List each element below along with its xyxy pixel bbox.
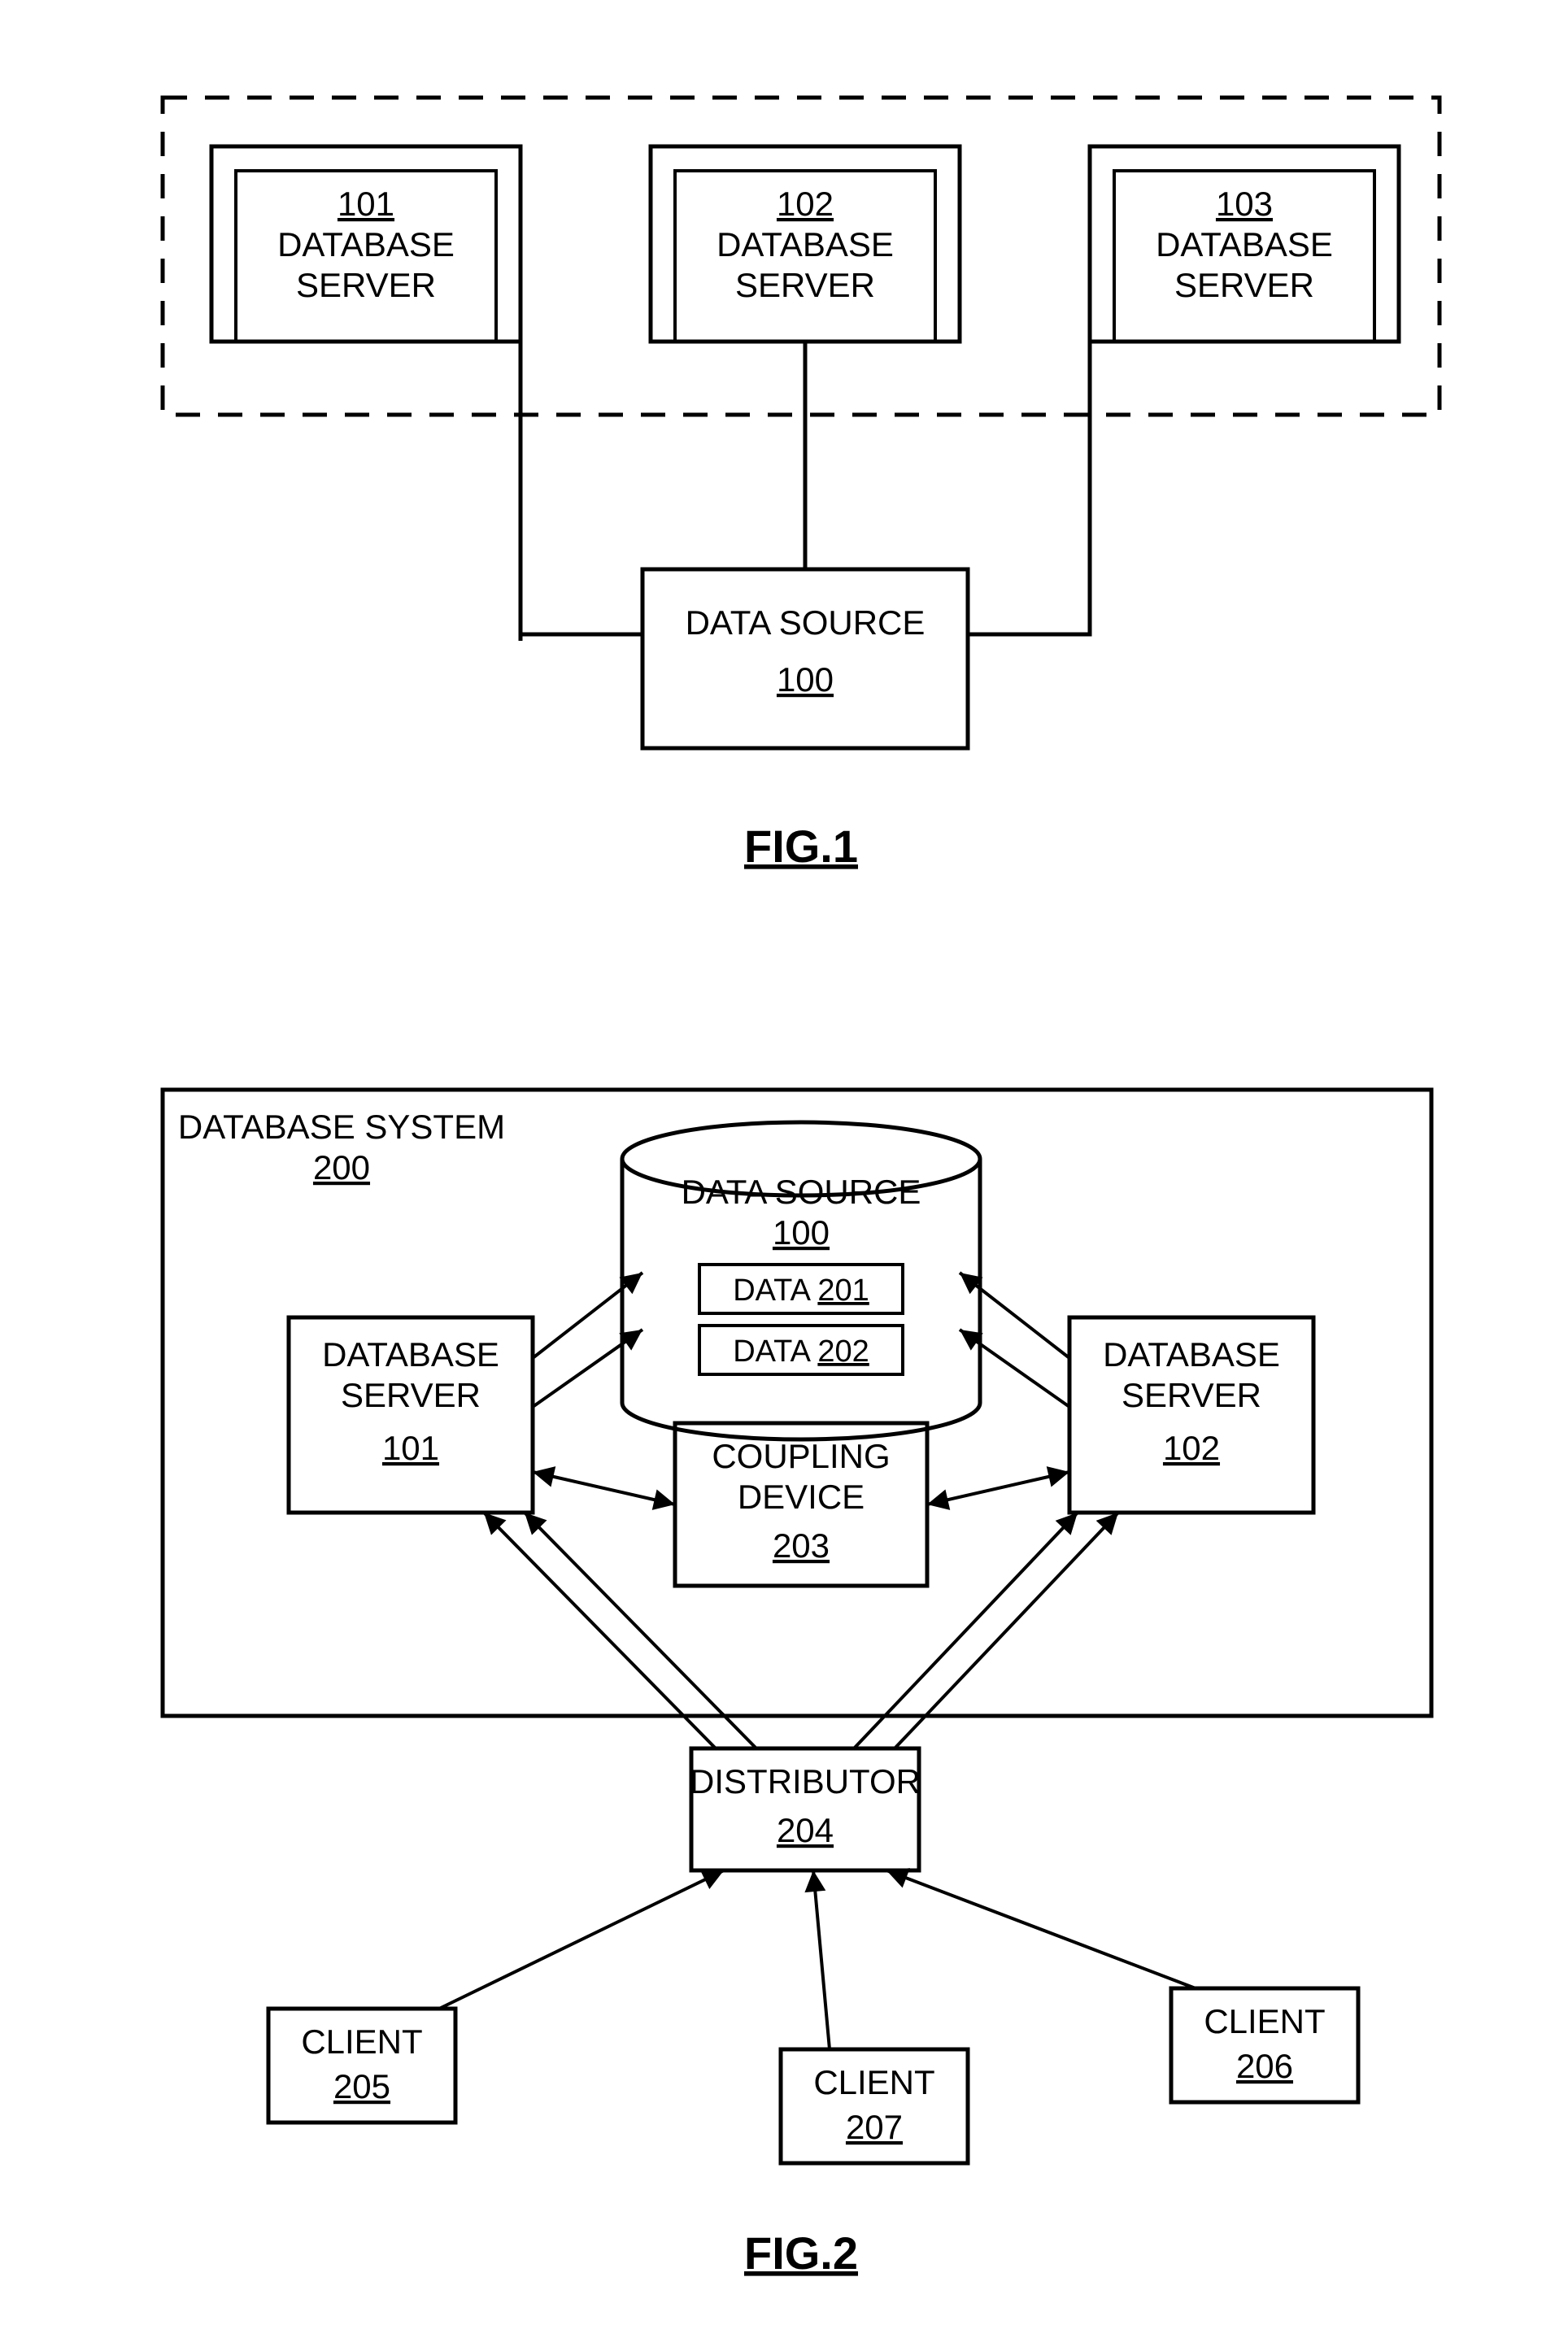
- svg-text:100: 100: [777, 660, 834, 699]
- svg-text:206: 206: [1236, 2047, 1293, 2085]
- svg-text:DATABASE: DATABASE: [277, 225, 455, 263]
- svg-text:103: 103: [1216, 185, 1273, 223]
- svg-text:203: 203: [773, 1526, 830, 1565]
- svg-text:DATABASE: DATABASE: [1156, 225, 1333, 263]
- svg-text:DATABASE: DATABASE: [322, 1335, 499, 1374]
- svg-text:101: 101: [382, 1429, 439, 1467]
- svg-text:DATA 202: DATA 202: [733, 1334, 869, 1369]
- svg-text:DATABASE: DATABASE: [716, 225, 894, 263]
- svg-text:SERVER: SERVER: [296, 266, 436, 304]
- svg-text:FIG.1: FIG.1: [744, 821, 858, 872]
- svg-text:102: 102: [1163, 1429, 1220, 1467]
- svg-text:204: 204: [777, 1811, 834, 1849]
- svg-text:SERVER: SERVER: [1122, 1376, 1261, 1414]
- svg-text:SERVER: SERVER: [1174, 266, 1314, 304]
- svg-text:FIG.2: FIG.2: [744, 2227, 858, 2279]
- svg-text:200: 200: [313, 1148, 370, 1186]
- svg-text:DATABASE: DATABASE: [1103, 1335, 1280, 1374]
- svg-text:CLIENT: CLIENT: [1204, 2002, 1325, 2040]
- svg-text:SERVER: SERVER: [735, 266, 875, 304]
- svg-text:DISTRIBUTOR: DISTRIBUTOR: [690, 1762, 921, 1800]
- patent-figures: 101DATABASESERVER102DATABASESERVER103DAT…: [0, 0, 1568, 2325]
- svg-text:101: 101: [338, 185, 394, 223]
- svg-text:DATA SOURCE: DATA SOURCE: [682, 1173, 921, 1211]
- svg-text:DATA SOURCE: DATA SOURCE: [686, 603, 926, 642]
- svg-text:CLIENT: CLIENT: [301, 2022, 422, 2061]
- svg-text:DEVICE: DEVICE: [738, 1478, 865, 1516]
- svg-text:102: 102: [777, 185, 834, 223]
- svg-text:207: 207: [846, 2108, 903, 2146]
- svg-text:CLIENT: CLIENT: [813, 2063, 934, 2101]
- svg-text:205: 205: [333, 2067, 390, 2105]
- svg-text:DATABASE SYSTEM: DATABASE SYSTEM: [178, 1108, 505, 1146]
- svg-text:100: 100: [773, 1213, 830, 1252]
- svg-text:SERVER: SERVER: [341, 1376, 481, 1414]
- svg-text:COUPLING: COUPLING: [712, 1437, 890, 1475]
- svg-text:DATA 201: DATA 201: [733, 1274, 869, 1308]
